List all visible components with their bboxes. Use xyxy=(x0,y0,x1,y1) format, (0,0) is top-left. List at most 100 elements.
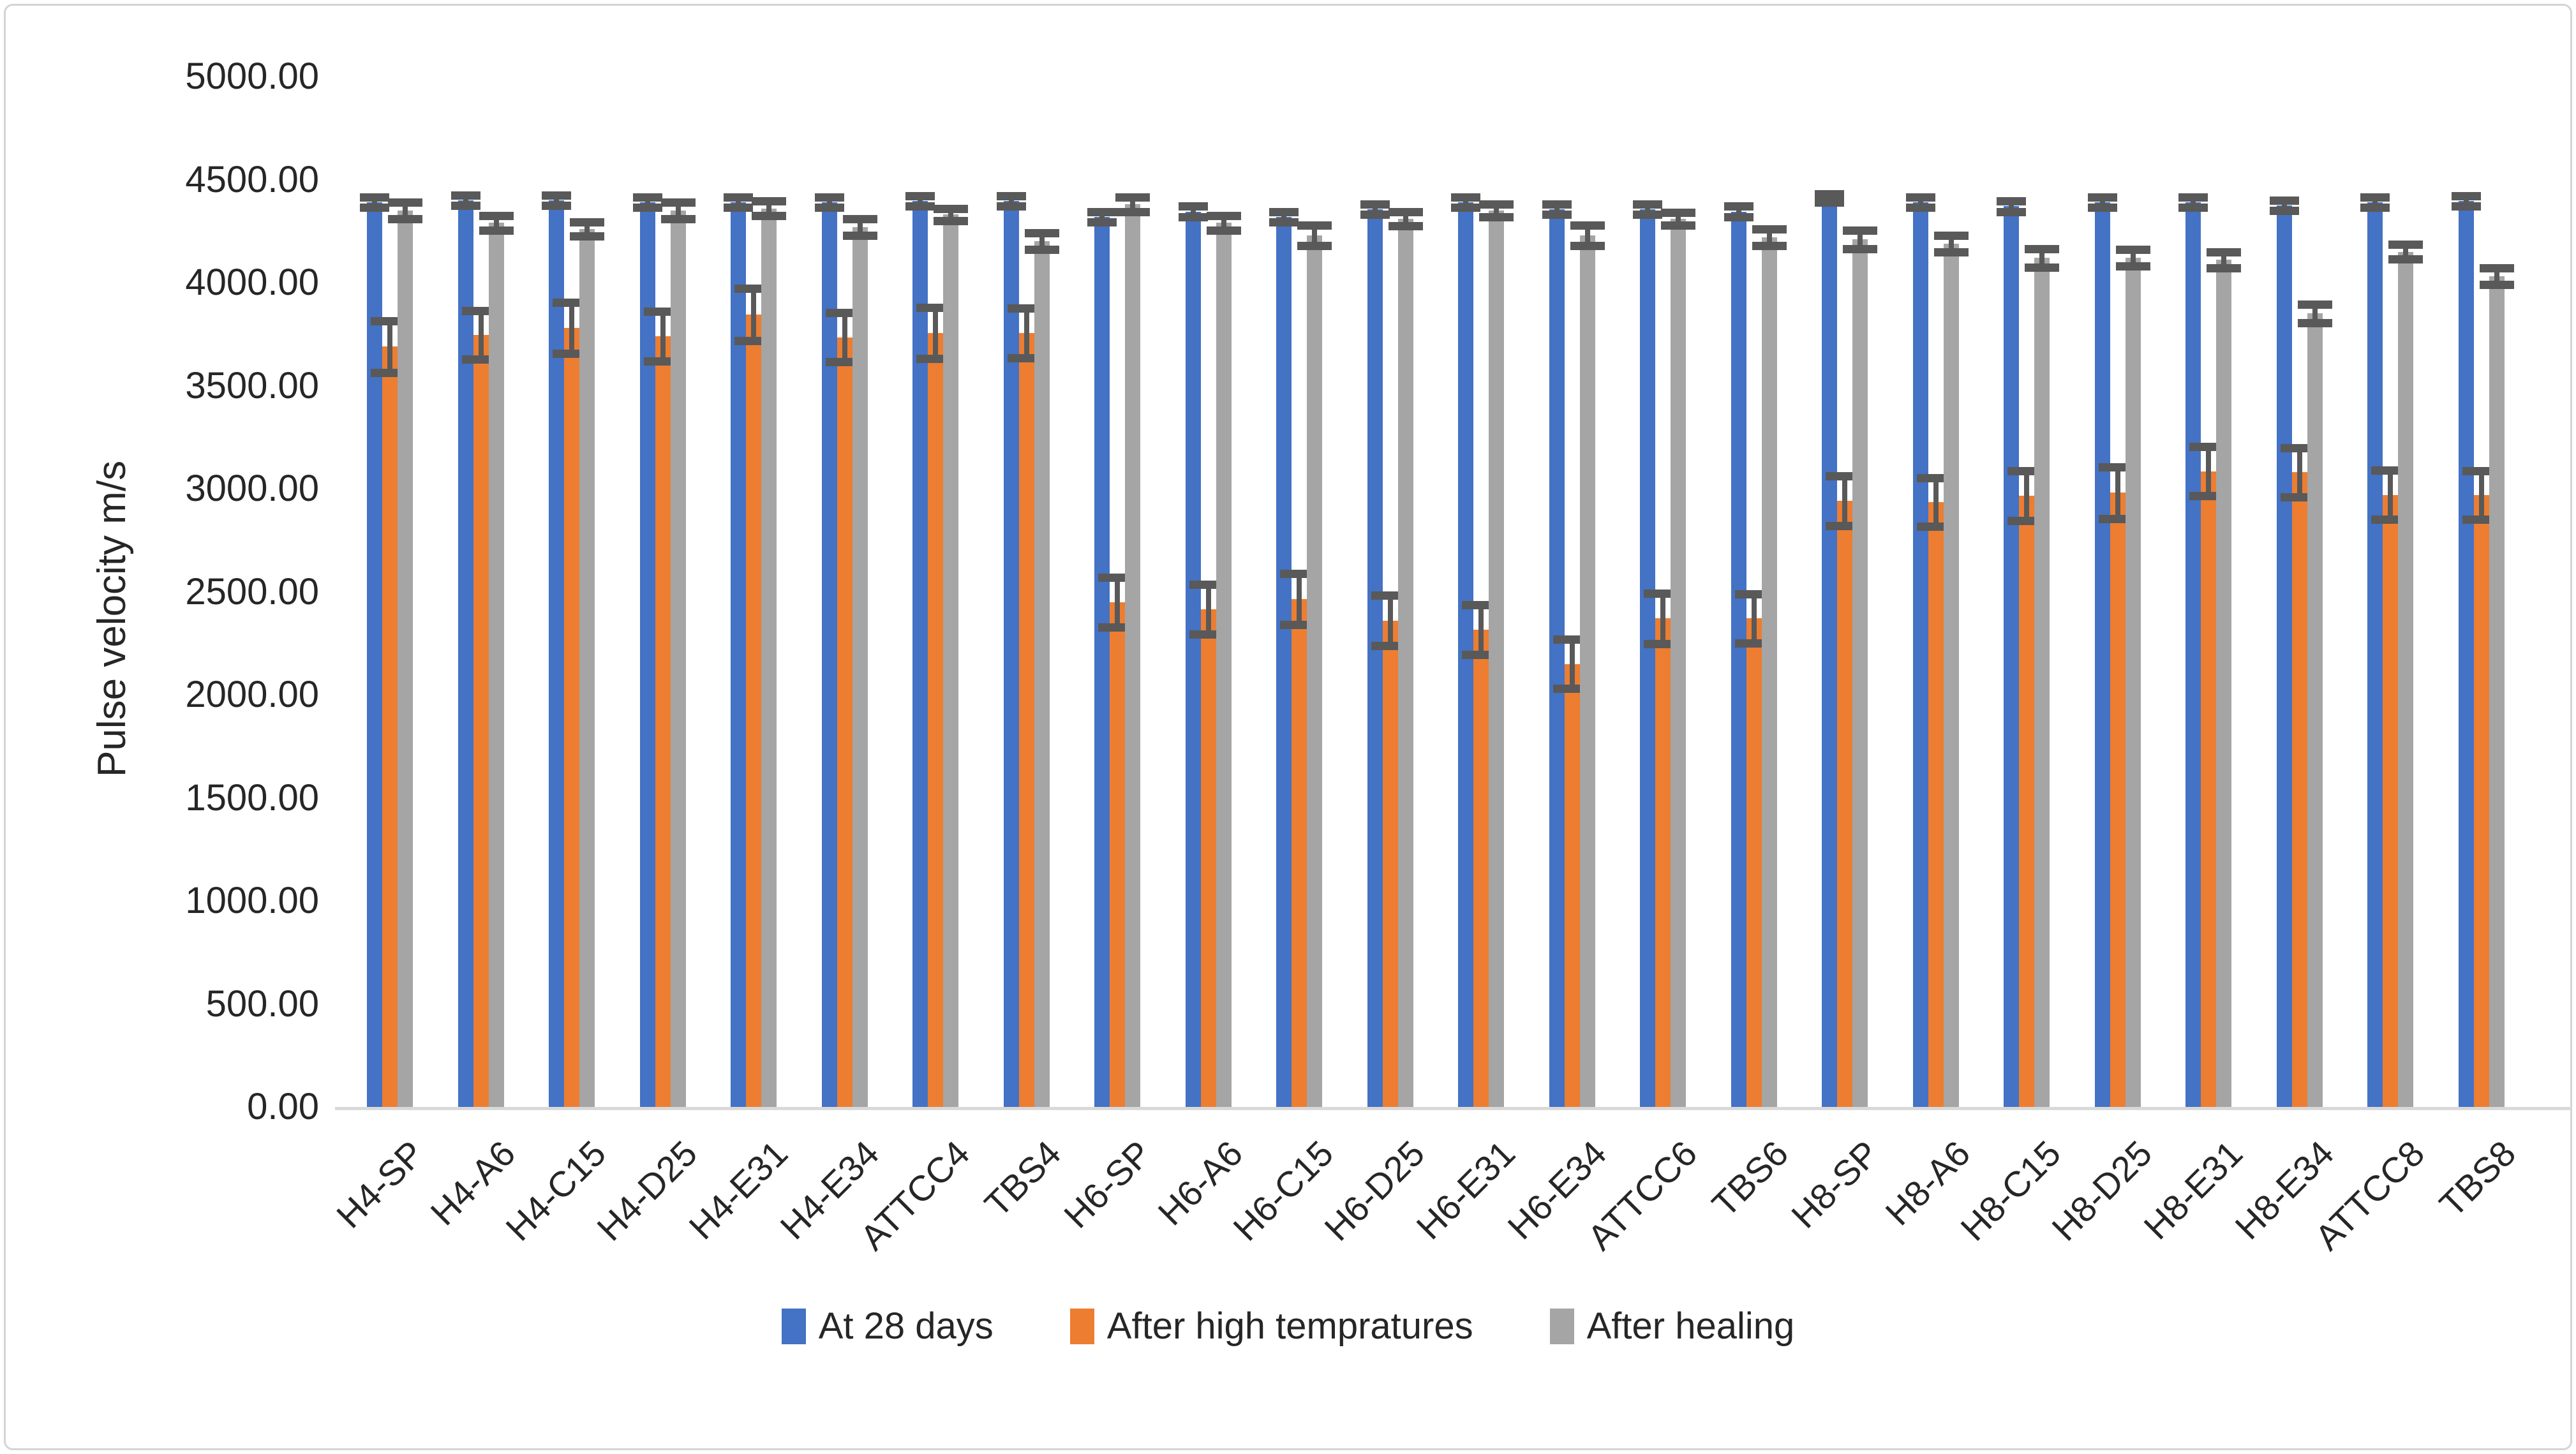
error-bar-cap xyxy=(2269,206,2299,215)
error-bar-cap xyxy=(2360,193,2390,202)
error-bar xyxy=(2024,471,2030,521)
error-bar-cap xyxy=(1024,246,1059,255)
error-bar xyxy=(2115,467,2120,519)
legend-label: After high tempratures xyxy=(1106,1305,1473,1347)
error-bar-cap xyxy=(1661,209,1696,218)
bar-after-high-tempratures-H8-C15 xyxy=(2019,496,2035,1107)
error-bar-cap xyxy=(1905,193,1935,202)
error-bar-cap xyxy=(2451,202,2481,211)
error-bar-cap xyxy=(388,214,423,223)
error-bar-cap xyxy=(2360,204,2390,212)
error-bar xyxy=(1463,197,1469,208)
y-tick-label: 4000.00 xyxy=(185,262,319,303)
error-bar xyxy=(644,197,650,208)
error-bar-cap xyxy=(1633,200,1663,209)
error-bar xyxy=(1387,595,1393,646)
error-bar xyxy=(1115,577,1120,627)
error-bar-cap xyxy=(752,212,787,221)
error-bar-cap xyxy=(2297,318,2332,327)
bar-after-healing-H8-C15 xyxy=(2034,258,2050,1107)
bar-after-healing-ATTCC6 xyxy=(1671,218,1686,1107)
error-bar xyxy=(1221,216,1226,230)
error-bar-cap xyxy=(1269,218,1299,226)
error-bar xyxy=(2039,248,2045,267)
error-bar-cap xyxy=(1633,211,1663,219)
error-bar-cap xyxy=(2451,192,2481,201)
error-bar xyxy=(463,195,468,205)
bar-after-healing-H8-E34 xyxy=(2307,313,2323,1107)
error-bar xyxy=(1948,235,1954,252)
error-bar-cap xyxy=(2207,264,2242,273)
error-bar-cap xyxy=(2178,193,2208,202)
error-bar xyxy=(2206,446,2212,496)
y-axis-title: Pulse velocity m/s xyxy=(90,460,134,777)
error-bar-cap xyxy=(2178,204,2208,212)
bar-at-28-days-H8-E31 xyxy=(2185,202,2201,1107)
legend-item-after-high-tempratures: After high tempratures xyxy=(1069,1305,1473,1347)
error-bar-cap xyxy=(2479,264,2514,273)
error-bar-cap xyxy=(1542,200,1572,209)
bar-after-high-tempratures-ATTCC4 xyxy=(928,333,944,1107)
error-bar-cap xyxy=(1178,202,1208,211)
bar-after-high-tempratures-TBS8 xyxy=(2473,494,2489,1107)
error-bar xyxy=(826,197,832,208)
bar-after-high-tempratures-TBS6 xyxy=(1746,618,1762,1107)
error-bar-cap xyxy=(1905,204,1935,212)
bar-after-healing-TBS8 xyxy=(2489,276,2505,1107)
y-tick-label: 0.00 xyxy=(247,1086,319,1127)
bar-at-28-days-TBS8 xyxy=(2458,201,2474,1107)
bar-after-healing-H8-SP xyxy=(1852,239,1868,1107)
error-bar-cap xyxy=(842,231,877,240)
error-bar-cap xyxy=(1933,231,1969,240)
error-bar-cap xyxy=(1087,218,1117,226)
error-bar xyxy=(493,216,499,230)
error-bar-cap xyxy=(724,204,754,212)
error-bar-cap xyxy=(724,193,754,202)
bar-at-28-days-TBS4 xyxy=(1003,201,1019,1107)
error-bar-cap xyxy=(570,218,605,226)
error-bar xyxy=(675,202,681,219)
bar-after-high-tempratures-H8-A6 xyxy=(1928,501,1944,1107)
error-bar-cap xyxy=(570,232,605,241)
bar-after-healing-H6-SP xyxy=(1125,204,1141,1107)
legend-item-after-healing: After healing xyxy=(1549,1305,1794,1347)
bar-after-healing-H4-D25 xyxy=(670,210,686,1107)
error-bar xyxy=(569,302,575,354)
error-bar xyxy=(1403,211,1408,226)
y-tick-label: 5000.00 xyxy=(185,56,319,97)
error-bar-cap xyxy=(479,226,514,235)
error-bar xyxy=(857,218,863,235)
bar-after-healing-ATTCC4 xyxy=(943,214,959,1107)
error-bar-cap xyxy=(934,204,969,213)
bar-after-high-tempratures-H4-SP xyxy=(382,346,398,1107)
error-bar-cap xyxy=(2479,281,2514,290)
error-bar xyxy=(2403,244,2409,259)
y-tick-label: 2000.00 xyxy=(185,674,319,715)
error-bar-cap xyxy=(2115,246,2150,255)
bar-after-healing-H8-D25 xyxy=(2125,258,2141,1107)
bar-at-28-days-H4-C15 xyxy=(549,200,565,1107)
error-bar xyxy=(1297,574,1302,625)
bar-after-healing-TBS4 xyxy=(1034,241,1050,1107)
bar-after-healing-H6-E34 xyxy=(1579,235,1595,1107)
error-bar xyxy=(2297,447,2302,497)
error-bar-cap xyxy=(1479,212,1514,221)
error-bar-cap xyxy=(2207,248,2242,256)
error-bar xyxy=(1281,211,1287,222)
bar-after-healing-H6-E31 xyxy=(1489,210,1505,1107)
bar-at-28-days-H4-E34 xyxy=(821,202,837,1107)
bar-at-28-days-ATTCC8 xyxy=(2367,202,2383,1107)
error-bar-cap xyxy=(2025,244,2060,253)
error-bar-cap xyxy=(1570,241,1605,250)
error-bar xyxy=(2099,197,2105,208)
error-bar-cap xyxy=(752,197,787,206)
bar-at-28-days-H8-E34 xyxy=(2276,205,2292,1107)
error-bar-cap xyxy=(1297,241,1332,250)
error-bar-cap xyxy=(1451,204,1481,212)
error-bar xyxy=(1099,211,1105,222)
x-axis-line xyxy=(335,1107,2572,1110)
y-tick-label: 1000.00 xyxy=(185,880,319,921)
error-bar-cap xyxy=(1269,207,1299,216)
error-bar xyxy=(1645,204,1651,215)
bar-after-healing-H4-E34 xyxy=(852,226,868,1107)
